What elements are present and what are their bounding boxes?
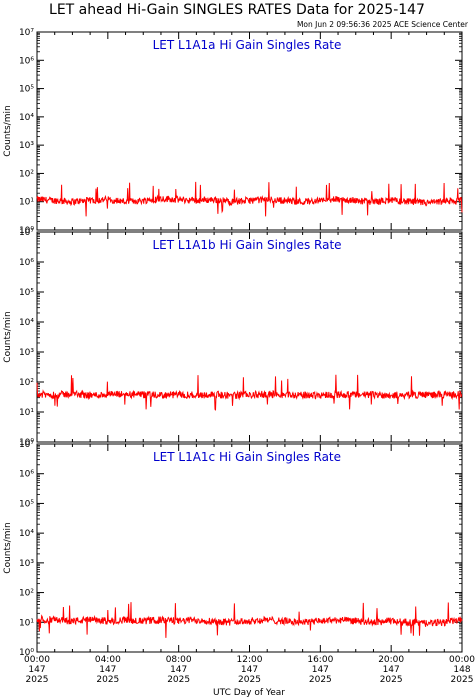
y-axis-label: Counts/min [3, 311, 13, 362]
y-tick-label: 10⁴ [19, 318, 34, 328]
x-axis-label: UTC Day of Year [213, 688, 285, 698]
y-tick-label: 10³ [19, 141, 34, 151]
x-tick-day: 147 [383, 665, 400, 675]
y-tick-label: 10⁰ [19, 226, 34, 236]
x-tick-year: 2025 [309, 675, 332, 685]
panel-2: 10⁰ 10¹ 10² 10³ 10⁴ 10⁵ 10⁶ 10⁷ Counts/min LET L1… [3, 228, 463, 448]
panel-title: LET L1A1b Hi Gain Singles Rate [152, 238, 341, 252]
y-tick-label: 10⁵ [19, 85, 34, 95]
y-tick-label: 10⁴ [19, 113, 34, 123]
x-tick-year: 2025 [451, 675, 474, 685]
y-tick-label: 10⁷ [19, 228, 34, 238]
timestamp-credit: Mon Jun 2 09:56:36 2025 ACE Science Cent… [297, 20, 469, 29]
x-tick-time: 00:00 [449, 655, 475, 665]
x-tick-year: 2025 [167, 675, 190, 685]
y-tick-label: 10⁵ [19, 288, 34, 298]
panel-3: 10⁰ 10¹ 10² 10³ 10⁴ 10⁵ 10⁶ 10⁷ Counts/min LET L1… [3, 440, 463, 658]
y-tick-label: 10³ [19, 559, 34, 569]
y-tick-label: 10¹ [19, 618, 34, 628]
x-tick-day: 147 [170, 665, 187, 675]
x-tick-time: 04:00 [95, 655, 121, 665]
plot-frame [36, 231, 463, 443]
y-tick-label: 10² [19, 169, 34, 179]
y-tick-label: 10⁶ [19, 56, 34, 66]
figure-title: LET ahead Hi-Gain SINGLES RATES Data for… [49, 2, 425, 18]
x-tick-day: 147 [312, 665, 329, 675]
x-tick-year: 2025 [26, 675, 49, 685]
x-tick-year: 2025 [380, 675, 403, 685]
x-tick-year: 2025 [238, 675, 261, 685]
y-tick-label: 10⁶ [19, 470, 34, 480]
y-axis-label: Counts/min [3, 522, 13, 573]
y-tick-label: 10² [19, 378, 34, 388]
x-tick-day: 147 [28, 665, 45, 675]
y-tick-label: 10² [19, 589, 34, 599]
panel-title: LET L1A1a Hi Gain Singles Rate [153, 38, 342, 52]
x-tick-time: 20:00 [378, 655, 404, 665]
y-tick-label: 10⁷ [19, 28, 34, 38]
x-tick-day: 147 [241, 665, 258, 675]
y-tick-label: 10⁰ [19, 648, 34, 658]
series-line [36, 374, 462, 411]
x-tick-time: 16:00 [307, 655, 333, 665]
x-tick-day: 148 [453, 665, 470, 675]
x-tick-year: 2025 [96, 675, 119, 685]
y-tick-label: 10⁶ [19, 258, 34, 268]
x-tick-time: 00:00 [24, 655, 50, 665]
y-tick-label: 10⁷ [19, 440, 34, 450]
y-tick-label: 10⁵ [19, 499, 34, 509]
x-tick-day: 147 [99, 665, 116, 675]
y-tick-label: 10³ [19, 348, 34, 358]
series-line [36, 602, 463, 638]
y-tick-label: 10⁰ [19, 438, 34, 448]
y-tick-label: 10¹ [19, 408, 34, 418]
y-axis-label: Counts/min [3, 105, 13, 156]
y-tick-label: 10⁴ [19, 529, 34, 539]
x-tick-time: 08:00 [166, 655, 192, 665]
panel-1: 10⁰ 10¹ 10² 10³ 10⁴ 10⁵ 10⁶ 10⁷ Counts/min LET L1… [3, 28, 463, 236]
y-tick-label: 10¹ [19, 198, 34, 208]
series-line [36, 181, 463, 217]
x-tick-time: 12:00 [237, 655, 263, 665]
panel-title: LET L1A1c Hi Gain Singles Rate [153, 450, 341, 464]
